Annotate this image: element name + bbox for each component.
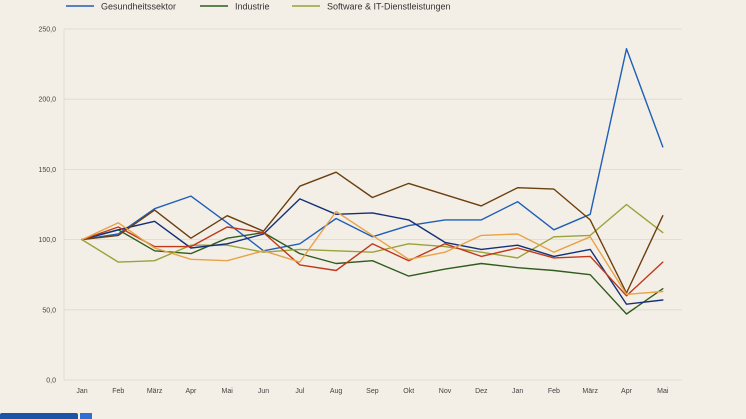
logo (0, 413, 92, 419)
series-line-6 (81, 210, 664, 296)
series-line-5 (81, 226, 664, 297)
x-tick-label: Sep (366, 388, 379, 395)
x-tick-label: Aug (330, 388, 343, 395)
x-tick-label: Nov (439, 388, 452, 395)
series-line-3 (81, 198, 664, 305)
series-line-4 (81, 171, 664, 294)
y-tick-label: 100,0 (38, 237, 56, 244)
y-tick-label: 150,0 (38, 167, 56, 174)
legend-label: Gesundheitssektor (101, 2, 176, 12)
series-line-2 (81, 203, 664, 263)
y-tick-label: 200,0 (38, 97, 56, 104)
logo-mark (80, 413, 92, 419)
x-tick-label: Jan (512, 388, 523, 395)
x-tick-label: März (582, 388, 598, 395)
x-tick-label: Apr (185, 388, 197, 395)
y-tick-label: 250,0 (38, 27, 56, 34)
series-lines (81, 48, 664, 315)
series-line-1 (81, 229, 664, 315)
x-tick-label: Mai (657, 388, 669, 395)
x-tick-label: Feb (112, 388, 124, 395)
x-tick-label: Jul (295, 388, 304, 395)
x-tick-label: Dez (475, 388, 488, 395)
logo-wordmark (0, 413, 78, 419)
y-tick-label: 0,0 (46, 378, 56, 385)
y-tick-label: 50,0 (42, 307, 56, 314)
x-tick-label: März (147, 388, 163, 395)
gridlines (63, 28, 682, 381)
legend-label: Industrie (235, 2, 270, 12)
x-axis-ticks: Jan Feb März Apr Mai Jun Jul Aug Sep Okt Nov Dez Jan… (76, 388, 669, 395)
legend-label: Software & IT-Dienstleistungen (327, 2, 451, 12)
x-tick-label: Jun (258, 388, 269, 395)
legend: Gesundheitssektor Industrie Software & IT-… (66, 2, 451, 12)
y-axis-ticks: 0,0 50,0 100,0 150,0 200,0 250,0 (38, 27, 56, 385)
x-tick-label: Apr (621, 388, 633, 395)
x-tick-label: Feb (548, 388, 560, 395)
x-tick-label: Jan (76, 388, 87, 395)
x-tick-label: Okt (403, 388, 414, 395)
series-line-0 (81, 48, 664, 252)
x-tick-label: Mai (222, 388, 234, 395)
